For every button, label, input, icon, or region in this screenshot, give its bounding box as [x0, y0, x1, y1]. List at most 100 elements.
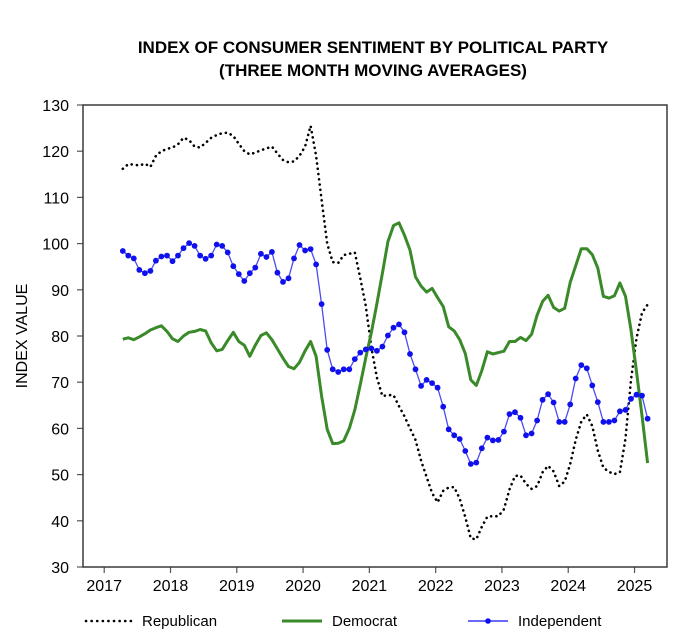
data-point-independent: [291, 255, 297, 262]
data-point-independent: [302, 247, 308, 254]
data-point-independent: [197, 252, 204, 259]
data-point-independent: [617, 408, 623, 415]
x-tick-label: 2017: [86, 578, 122, 595]
data-point-independent: [379, 343, 386, 350]
legend-label-democrat: Democrat: [332, 612, 398, 630]
data-point-independent: [324, 347, 331, 353]
data-point-independent: [501, 428, 507, 435]
data-point-independent: [335, 369, 342, 375]
data-point-independent: [119, 248, 126, 254]
legend-label-independent: Independent: [518, 612, 602, 630]
data-point-independent: [429, 380, 435, 386]
data-point-independent: [307, 246, 314, 253]
data-point-independent: [385, 332, 391, 339]
y-tick-label: 110: [43, 190, 69, 207]
data-point-independent: [418, 383, 424, 389]
x-tick-label: 2023: [484, 578, 520, 595]
data-point-independent: [208, 252, 215, 259]
series-republican: [121, 124, 649, 541]
data-point-independent: [512, 409, 518, 416]
data-point-independent: [296, 242, 303, 248]
data-point-independent: [368, 345, 375, 352]
x-tick-label: 2025: [617, 578, 653, 595]
legend-swatch-independent: [468, 618, 508, 624]
data-point-independent: [130, 255, 137, 262]
legend-swatch-republican: [84, 619, 134, 623]
series-line-republican: [121, 124, 649, 541]
data-point-independent: [318, 301, 325, 307]
data-point-independent: [246, 270, 253, 277]
series-line-independent: [122, 242, 649, 465]
data-point-independent: [346, 366, 353, 373]
data-point-independent: [628, 395, 634, 402]
y-tick-label: 40: [51, 514, 69, 531]
data-point-independent: [153, 257, 159, 264]
data-point-independent: [357, 349, 364, 356]
data-point-independent: [594, 399, 601, 405]
plot-frame: [82, 104, 668, 568]
data-point-independent: [467, 461, 474, 467]
data-point-independent: [136, 267, 143, 273]
data-point-independent: [313, 261, 319, 268]
legend-swatch-democrat: [282, 619, 322, 623]
chart-title-line-1: INDEX OF CONSUMER SENTIMENT BY POLITICAL…: [137, 38, 609, 57]
data-point-independent: [622, 407, 629, 413]
data-point-independent: [142, 270, 148, 277]
data-point-independent: [572, 375, 579, 382]
data-point-independent: [545, 391, 551, 398]
data-point-independent: [644, 415, 651, 422]
legend-item-independent: Independent: [466, 608, 601, 634]
data-point-independent: [561, 419, 568, 425]
data-point-independent: [224, 249, 231, 256]
data-point-independent: [484, 434, 491, 441]
data-point-independent: [423, 377, 430, 383]
data-point-independent: [180, 245, 187, 252]
data-point-independent: [506, 411, 513, 417]
data-point-independent: [478, 445, 485, 452]
data-point-independent: [451, 432, 458, 439]
data-point-independent: [401, 329, 408, 336]
data-point-independent: [534, 417, 540, 424]
y-tick-label: 30: [51, 560, 69, 577]
data-point-independent: [440, 403, 447, 410]
y-tick-label: 80: [51, 329, 69, 346]
data-point-independent: [158, 253, 165, 260]
data-point-independent: [412, 366, 419, 373]
data-point-independent: [202, 255, 209, 262]
series-layer: [119, 124, 651, 541]
series-democrat: [122, 221, 650, 464]
data-point-independent: [517, 414, 524, 421]
data-point-independent: [473, 459, 480, 466]
y-tick-label: 50: [51, 468, 69, 485]
x-tick-label: 2019: [219, 578, 255, 595]
data-point-independent: [274, 269, 281, 276]
data-point-independent: [639, 392, 645, 399]
data-point-independent: [495, 437, 502, 443]
legend-item-republican: Republican: [84, 608, 217, 634]
legend-label-republican: Republican: [142, 612, 218, 630]
legend-item-democrat: Democrat: [280, 608, 397, 634]
data-point-independent: [252, 264, 259, 271]
data-point-independent: [589, 382, 596, 389]
x-tick-label: 2021: [352, 578, 388, 595]
x-tick-label: 2022: [418, 578, 454, 595]
chart-title-line-2: (THREE MONTH MOVING AVERAGES): [219, 61, 527, 80]
data-point-independent: [280, 279, 286, 285]
x-tick-label: 2020: [285, 578, 321, 595]
data-point-independent: [164, 252, 170, 259]
data-point-independent: [523, 432, 529, 439]
y-tick-label: 70: [51, 375, 69, 392]
data-point-independent: [550, 399, 557, 406]
data-point-independent: [285, 275, 292, 282]
data-point-independent: [445, 426, 452, 433]
data-point-independent: [578, 362, 585, 368]
data-point-independent: [490, 437, 496, 444]
chart-plot: 30 40 50 60 70 80 90 100 110 120 130 2017 2018 2019 20…: [42, 98, 668, 595]
series-line-democrat: [122, 221, 650, 464]
data-point-independent: [407, 351, 413, 357]
data-point-independent: [456, 436, 463, 442]
data-point-independent: [434, 384, 441, 391]
data-point-independent: [351, 356, 358, 362]
legend: Republican Democrat Independent: [0, 608, 686, 634]
data-point-independent: [147, 268, 154, 274]
